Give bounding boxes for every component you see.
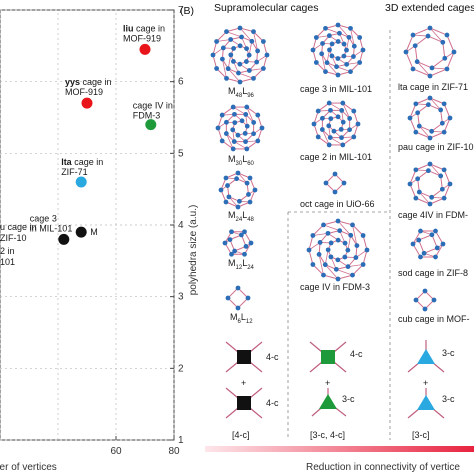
col2-caption: [3-c, 4-c]: [310, 430, 345, 440]
col2-bottom-label: 3-c: [342, 394, 355, 404]
point-label-line2: ZIF-71: [61, 167, 88, 177]
grid: [0, 9, 175, 441]
col2-top-label: 4-c: [350, 349, 363, 359]
y-tick-label: 4: [178, 220, 184, 231]
y-tick-label: 3: [178, 292, 184, 303]
col1-label-3: M12L24: [228, 258, 255, 271]
col3-header: 3D extended cages i: [385, 2, 474, 14]
col3-label-4: cub cage in MOF-: [398, 314, 470, 324]
cage-oct-uio66: [323, 171, 347, 195]
col1-label-4: M6L12: [230, 312, 253, 325]
edge-label-1: u cage in: [0, 222, 37, 232]
plus-1: +: [241, 378, 246, 388]
edge-label-4: 101: [0, 257, 15, 267]
col1-label-2: M24L48: [228, 210, 255, 223]
data-point: [58, 233, 70, 245]
cage-2-mil101: [311, 100, 361, 148]
connectivity-col1: 4-c + 4-c [4-c]: [225, 341, 279, 440]
cage-3-mil101: [310, 22, 366, 78]
col3-label-1: pau cage in ZIF-10: [398, 142, 474, 152]
green-triangle-node-icon: [319, 394, 337, 409]
y-axis-label: polyhedra size (a.u.): [188, 205, 199, 296]
cage-m48l96: [210, 25, 270, 85]
plus-3: +: [423, 378, 428, 388]
y-tick-label: 7: [178, 5, 184, 16]
y-tick-label: 5: [178, 148, 184, 159]
x-axis-ticks: 60 80: [110, 436, 180, 457]
point-label: yys cage in: [65, 77, 112, 87]
cage-m30l60: [215, 104, 265, 152]
col3-caption: [3-c]: [412, 430, 430, 440]
cage-drawings: [210, 22, 457, 312]
blue-triangle-node-icon: [417, 395, 435, 410]
point-label-line2: in MIL-101: [30, 223, 73, 233]
cage-lta-zif71: [403, 25, 457, 79]
col2-label-0: cage 3 in MIL-101: [300, 84, 372, 94]
cage-pau-zif10: [407, 95, 453, 141]
green-square-node-icon: [321, 350, 335, 364]
col2-label-2: oct cage in UiO-66: [300, 199, 375, 209]
point-label-line2: FDM-3: [133, 111, 161, 121]
col1-header: Supramolecular cages: [214, 2, 318, 14]
col3-label-0: lta cage in ZIF-71: [398, 82, 468, 92]
cage-m24l48: [218, 170, 258, 210]
y-tick-label: 6: [178, 77, 184, 88]
cage-sod-zif8: [410, 228, 446, 260]
y-tick-label: 1: [178, 435, 184, 446]
connectivity-col2: 4-c + 3-c [3-c, 4-c]: [309, 341, 363, 440]
col1-top-label: 4-c: [266, 352, 279, 362]
data-point: [145, 119, 157, 131]
col1-label-1: M30L60: [228, 154, 255, 167]
data-point: [75, 226, 87, 238]
col2-label-1: cage 2 in MIL-101: [300, 152, 372, 162]
point-label-line2: MOF-919: [123, 33, 161, 43]
point-label: liu cage in: [123, 23, 165, 33]
x-tick-label: 60: [110, 446, 122, 457]
point-label: cage IV in: [133, 101, 173, 111]
cage-4iv-fdm: [407, 161, 453, 207]
cage-cub-mof: [413, 288, 437, 312]
point-label-line2: MOF-919: [65, 87, 103, 97]
connectivity-col3: 3-c + 3-c [3-c]: [407, 340, 455, 440]
square-node-icon: [237, 350, 251, 364]
col1-label-0: M48L96: [228, 86, 255, 99]
cage-m6l12: [225, 285, 251, 311]
col3-label-3: sod cage in ZIF-8: [398, 268, 468, 278]
col1-caption: [4-c]: [232, 430, 250, 440]
cages-panel: (B) Supramolecular cages 3D extended cag…: [180, 2, 474, 473]
data-point: [139, 43, 151, 55]
col3-label-2: cage 4IV in FDM-: [398, 210, 468, 220]
col2-label-3: cage IV in FDM-3: [300, 282, 370, 292]
col3-bottom-label: 3-c: [442, 394, 455, 404]
point-label: M: [90, 227, 98, 237]
panel-b-letter: (B): [180, 5, 194, 17]
bottom-arrow-label: Reduction in connectivity of vertice: [306, 462, 460, 473]
plus-2: +: [325, 378, 330, 388]
cage-m12l24: [222, 229, 254, 257]
x-axis-label: ber of vertices: [0, 462, 57, 473]
edge-label-3: 2 in: [0, 246, 15, 256]
x-tick-label: 80: [168, 446, 180, 457]
col3-top-label: 3-c: [442, 348, 455, 358]
data-point: [81, 97, 93, 109]
connectivity-gradient-arrow: [205, 446, 474, 452]
cage-iv-fdm3: [306, 218, 370, 282]
col1-bottom-label: 4-c: [266, 398, 279, 408]
y-tick-label: 2: [178, 363, 184, 374]
edge-label-2: ZIF-10: [0, 233, 27, 243]
data-point: [75, 176, 87, 188]
y-axis-ticks: 1 2 3 4 5 6 7: [170, 5, 184, 446]
square-node-icon: [237, 396, 251, 410]
point-label: cage 3: [30, 213, 57, 223]
blue-triangle-node-icon: [417, 349, 435, 364]
point-label: lta cage in: [61, 157, 103, 167]
